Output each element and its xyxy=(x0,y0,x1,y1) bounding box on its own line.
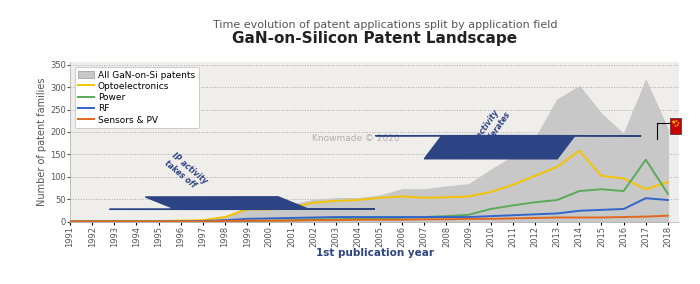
FancyArrow shape xyxy=(375,135,641,159)
Y-axis label: Number of patent families: Number of patent families xyxy=(37,78,47,206)
Text: IP activity
accelerates: IP activity accelerates xyxy=(468,104,512,155)
X-axis label: 1st publication year: 1st publication year xyxy=(316,248,433,258)
Bar xyxy=(670,118,681,134)
Legend: All GaN-on-Si patents, Optoelectronics, Power, RF, Sensors & PV: All GaN-on-Si patents, Optoelectronics, … xyxy=(74,67,199,128)
Text: Knowmade © 2020: Knowmade © 2020 xyxy=(312,134,400,143)
Text: IP activity
takes off: IP activity takes off xyxy=(163,151,209,194)
FancyArrow shape xyxy=(109,197,375,209)
Text: Time evolution of patent applications split by application field: Time evolution of patent applications sp… xyxy=(213,20,557,30)
Title: GaN-on-Silicon Patent Landscape: GaN-on-Silicon Patent Landscape xyxy=(232,31,517,46)
Text: ★: ★ xyxy=(676,121,680,125)
Text: ★: ★ xyxy=(676,123,679,127)
Text: ★: ★ xyxy=(674,124,678,128)
Text: ★: ★ xyxy=(675,119,678,123)
Text: ★: ★ xyxy=(671,120,677,125)
